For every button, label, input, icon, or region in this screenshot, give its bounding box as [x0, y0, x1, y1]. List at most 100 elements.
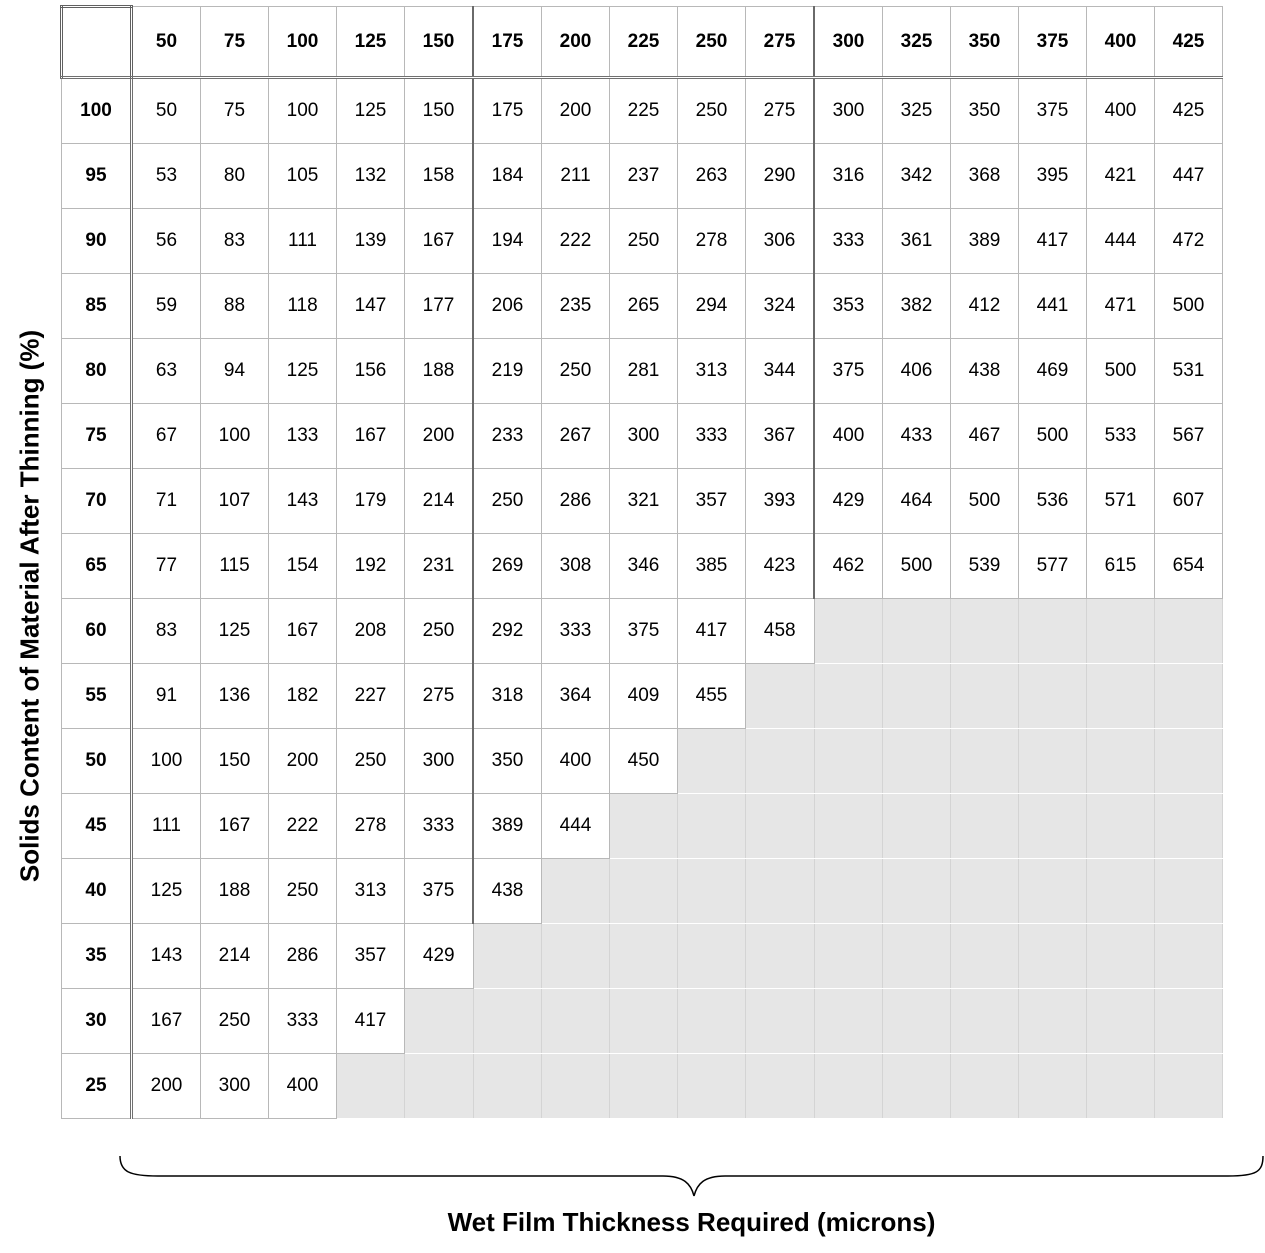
table-cell: 250: [677, 77, 746, 144]
column-header: 250: [677, 6, 746, 79]
table-cell: 250: [200, 988, 269, 1054]
row-header: 90: [61, 208, 133, 274]
table-cell: 342: [882, 143, 951, 209]
table-cell: 567: [1154, 403, 1223, 469]
table-cell: 225: [609, 77, 678, 144]
table-cell: 111: [130, 793, 201, 859]
blank-cell: [609, 988, 678, 1054]
table-cell: 67: [130, 403, 201, 469]
table-cell: 147: [336, 273, 405, 339]
table-cell: 441: [1018, 273, 1087, 339]
blank-cell: [1086, 728, 1155, 794]
table-row: 75 67 100 133 167 200 233 267 300 333 367 400 433 467…: [61, 403, 1223, 469]
table-cell: 179: [336, 468, 405, 534]
column-header: 375: [1018, 6, 1087, 79]
table-cell: 294: [677, 273, 746, 339]
table-cell: 350: [472, 728, 542, 794]
table-cell: 83: [200, 208, 269, 274]
table-cell: 167: [336, 403, 405, 469]
table-cell: 472: [1154, 208, 1223, 274]
blank-cell: [1018, 793, 1087, 859]
table-cell: 118: [268, 273, 337, 339]
table-cell: 321: [609, 468, 678, 534]
blank-cell: [1018, 663, 1087, 729]
blank-cell: [609, 858, 678, 924]
blank-cell: [472, 988, 542, 1054]
blank-cell: [1154, 793, 1223, 859]
x-axis-label: Wet Film Thickness Required (microns): [447, 1207, 936, 1237]
table-cell: 267: [541, 403, 610, 469]
table-row: 30 167 250 333 417: [61, 988, 1223, 1054]
blank-cell: [745, 793, 815, 859]
table-cell: 250: [472, 468, 542, 534]
table-cell: 250: [541, 338, 610, 404]
blank-cell: [677, 988, 746, 1054]
table-cell: 250: [609, 208, 678, 274]
table-cell: 188: [404, 338, 474, 404]
blank-cell: [1018, 598, 1087, 664]
row-header: 80: [61, 338, 133, 404]
blank-cell: [813, 858, 883, 924]
table-cell: 438: [472, 858, 542, 924]
table-cell: 91: [130, 663, 201, 729]
corner-cell: [60, 5, 133, 79]
table-cell: 333: [404, 793, 474, 859]
row-header: 100: [61, 77, 133, 144]
blank-cell: [950, 728, 1019, 794]
table-cell: 400: [541, 728, 610, 794]
table-cell: 80: [200, 143, 269, 209]
blank-cell: [1086, 598, 1155, 664]
table-cell: 615: [1086, 533, 1155, 599]
blank-cell: [882, 728, 951, 794]
table-cell: 132: [336, 143, 405, 209]
table-cell: 100: [268, 77, 337, 144]
table-cell: 167: [268, 598, 337, 664]
table-cell: 450: [609, 728, 678, 794]
row-header: 25: [61, 1053, 133, 1119]
table-row: 65 77 115 154 192 231 269 308 346 385 423 462 500 539…: [61, 533, 1223, 599]
blank-cell: [950, 858, 1019, 924]
table-cell: 156: [336, 338, 405, 404]
table-cell: 350: [950, 77, 1019, 144]
table-cell: 167: [130, 988, 201, 1054]
blank-cell: [813, 988, 883, 1054]
blank-cell: [745, 1053, 815, 1119]
table-cell: 136: [200, 663, 269, 729]
table-cell: 438: [950, 338, 1019, 404]
table-cell: 265: [609, 273, 678, 339]
table-cell: 83: [130, 598, 201, 664]
row-header: 40: [61, 858, 133, 924]
blank-cell: [745, 663, 815, 729]
blank-cell: [609, 923, 678, 989]
table-cell: 125: [268, 338, 337, 404]
table-cell: 290: [745, 143, 815, 209]
row-header: 65: [61, 533, 133, 599]
table-cell: 286: [541, 468, 610, 534]
table-cell: 231: [404, 533, 474, 599]
table-cell: 150: [404, 77, 474, 144]
table-cell: 100: [130, 728, 201, 794]
table-cell: 455: [677, 663, 746, 729]
blank-cell: [813, 663, 883, 729]
table-cell: 263: [677, 143, 746, 209]
table-cell: 357: [336, 923, 405, 989]
table-cell: 333: [268, 988, 337, 1054]
table-cell: 222: [541, 208, 610, 274]
blank-cell: [745, 858, 815, 924]
column-header: 150: [404, 6, 474, 79]
blank-cell: [950, 923, 1019, 989]
table-cell: 500: [950, 468, 1019, 534]
table-cell: 469: [1018, 338, 1087, 404]
blank-cell: [745, 728, 815, 794]
table-cell: 325: [882, 77, 951, 144]
table-container: 50 75 100 125 150 175 200 225 250 275 300 325 350 375…: [60, 5, 1223, 1119]
table-row: 50 100 150 200 250 300 350 400 450: [61, 728, 1223, 794]
table-cell: 467: [950, 403, 1019, 469]
brace-icon: [119, 1155, 1264, 1197]
table-cell: 346: [609, 533, 678, 599]
table-cell: 107: [200, 468, 269, 534]
table-cell: 421: [1086, 143, 1155, 209]
y-axis-label: Solids Content of Material After Thinnin…: [14, 329, 45, 883]
row-header: 85: [61, 273, 133, 339]
table-cell: 333: [541, 598, 610, 664]
